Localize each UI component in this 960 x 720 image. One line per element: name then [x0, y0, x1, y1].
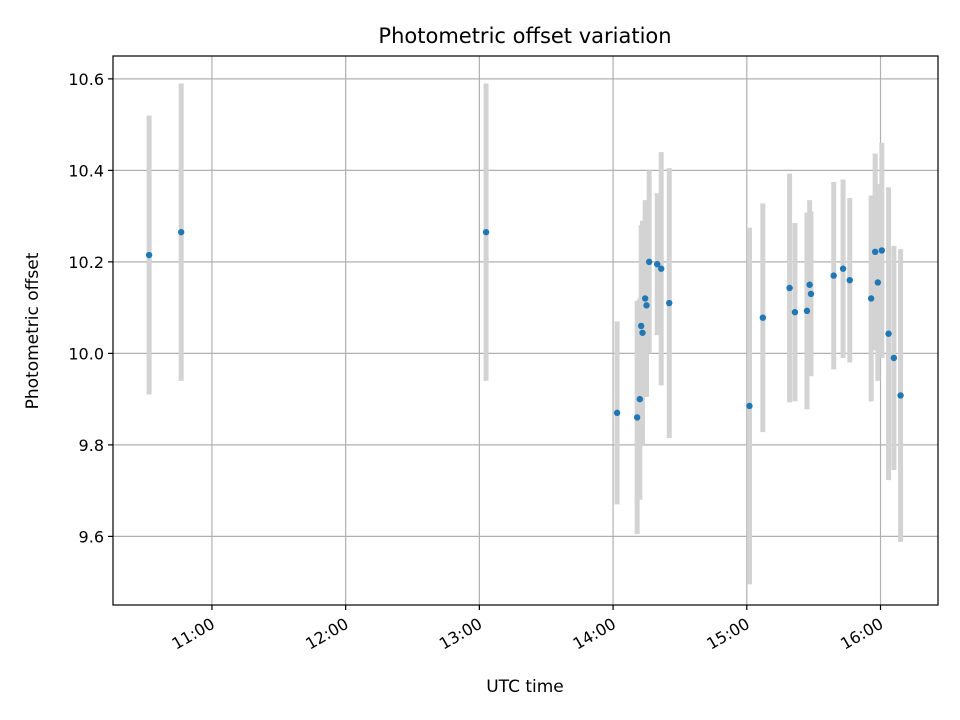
- plot-area: [113, 56, 938, 605]
- y-tick-label: 10.2: [68, 253, 104, 272]
- data-point: [641, 295, 649, 302]
- data-point: [878, 247, 886, 254]
- data-point: [639, 329, 646, 336]
- data-point: [874, 279, 882, 286]
- data-point: [806, 281, 813, 288]
- data-point: [871, 248, 879, 256]
- data-point: [643, 302, 650, 309]
- data-point: [482, 228, 490, 236]
- data-point: [636, 395, 644, 403]
- data-point: [145, 251, 153, 259]
- data-point: [897, 392, 904, 399]
- data-point: [746, 402, 753, 410]
- data-point: [803, 307, 811, 315]
- data-point: [654, 260, 661, 268]
- data-point: [890, 354, 898, 362]
- data-point: [807, 290, 815, 298]
- data-point: [637, 322, 645, 330]
- data-point: [633, 414, 641, 421]
- data-point: [645, 258, 653, 266]
- x-axis-label: UTC time: [486, 677, 564, 697]
- y-tick-label: 10.4: [68, 161, 104, 180]
- data-point: [791, 309, 799, 316]
- data-point: [830, 272, 837, 279]
- data-point: [613, 409, 621, 417]
- plot-frame: [112, 55, 939, 606]
- y-tick-label: 10.6: [68, 70, 104, 89]
- data-point: [658, 265, 665, 272]
- y-tick-label: 10.0: [68, 344, 104, 363]
- data-point: [846, 276, 853, 284]
- data-point: [666, 299, 673, 307]
- y-tick-label: 9.8: [79, 436, 104, 455]
- y-axis-label: Photometric offset: [23, 252, 43, 409]
- y-tick-label: 9.6: [79, 527, 104, 546]
- grid: [113, 56, 938, 605]
- data-point: [885, 330, 892, 337]
- chart-title: Photometric offset variation: [378, 24, 671, 48]
- data-point: [177, 228, 185, 236]
- data-points: [145, 228, 904, 421]
- data-point: [839, 265, 847, 272]
- data-point: [867, 295, 875, 302]
- data-point: [759, 314, 767, 321]
- data-point: [786, 284, 793, 292]
